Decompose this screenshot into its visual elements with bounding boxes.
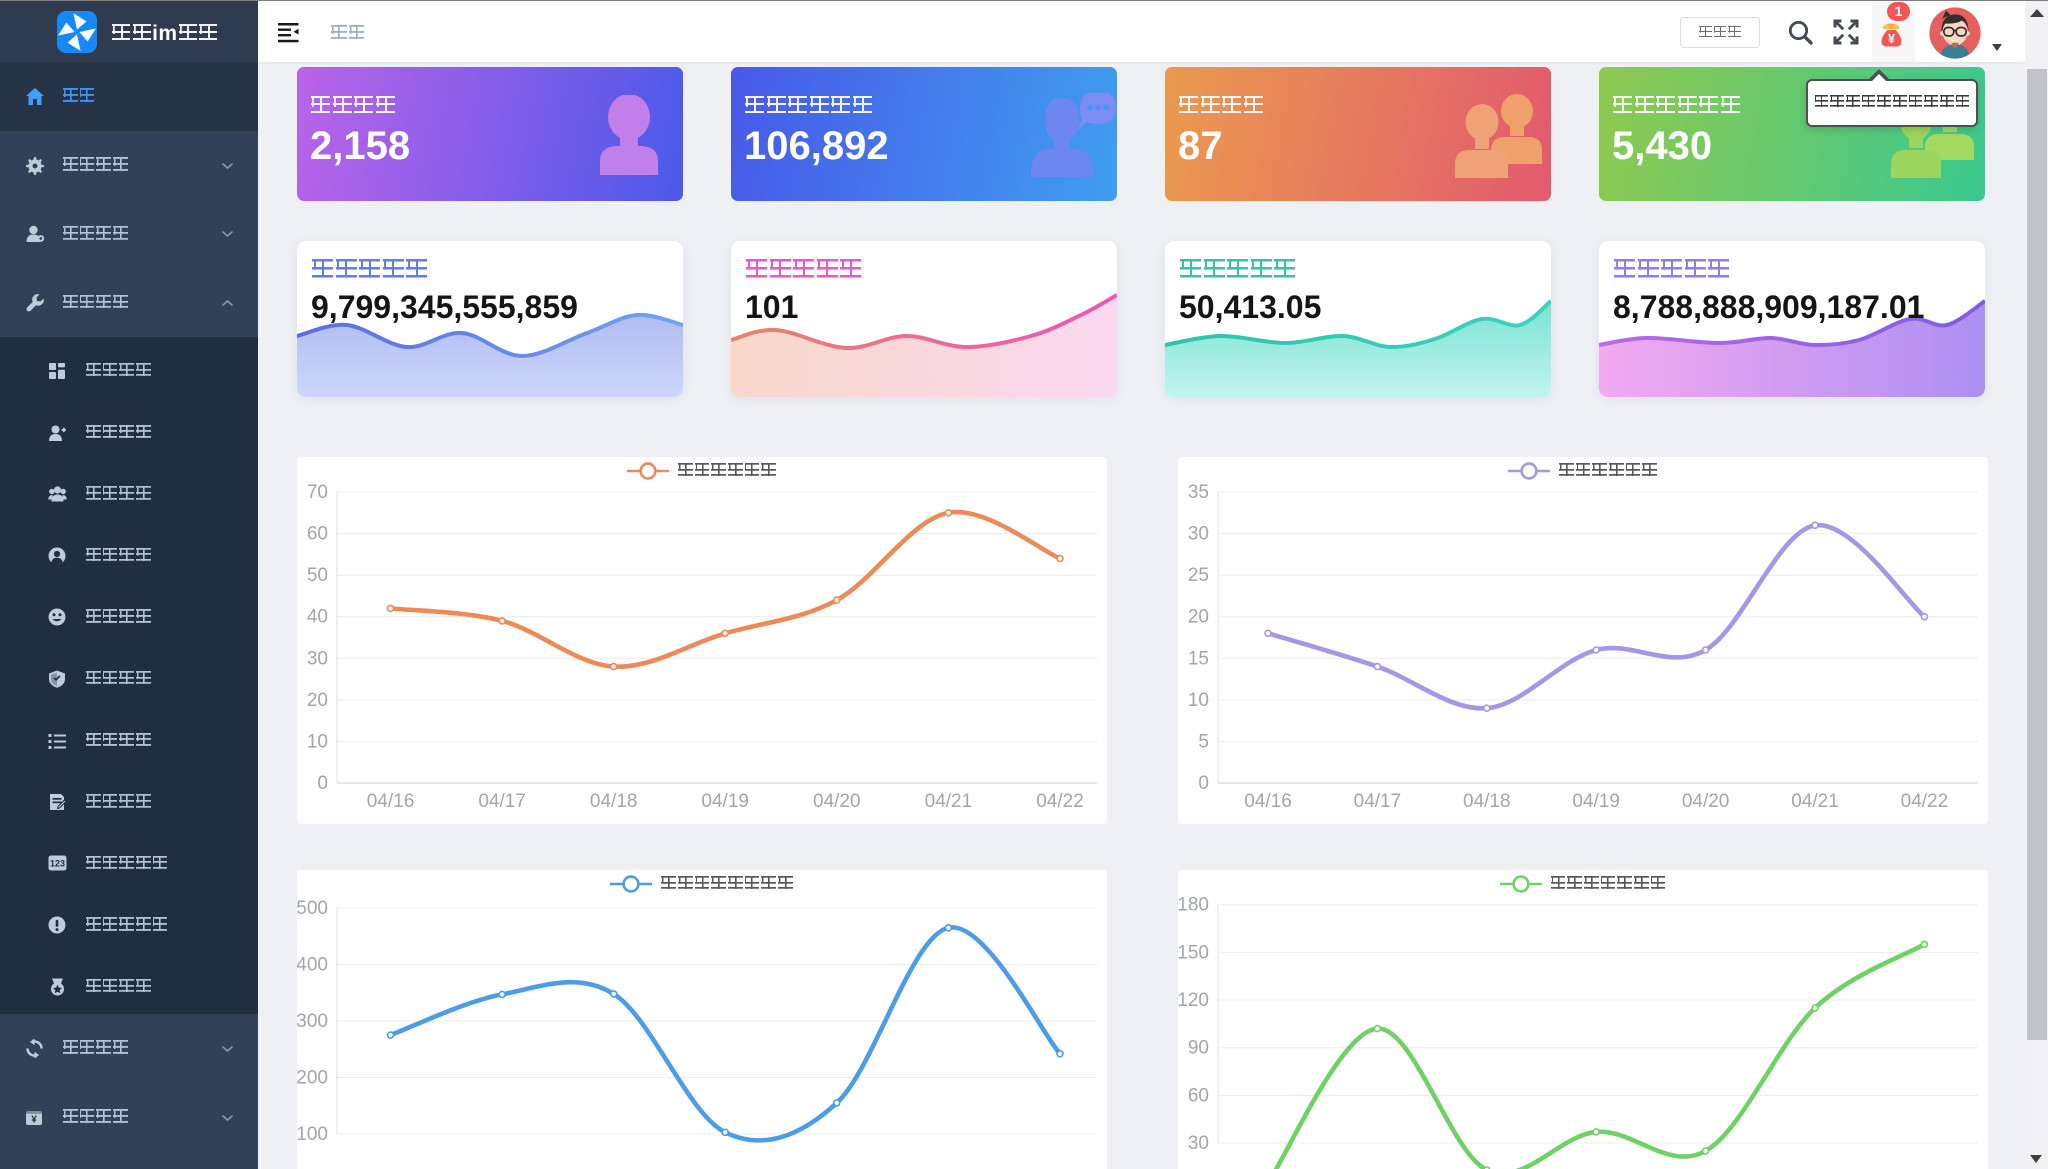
- svg-text:04/18: 04/18: [590, 791, 638, 812]
- svg-text:0: 0: [1198, 773, 1209, 794]
- svg-text:04/17: 04/17: [478, 791, 526, 812]
- svg-text:04/22: 04/22: [1901, 791, 1949, 812]
- svg-text:04/19: 04/19: [701, 791, 749, 812]
- svg-text:400: 400: [297, 955, 328, 976]
- svg-text:04/22: 04/22: [1036, 791, 1084, 812]
- svg-text:0: 0: [317, 773, 328, 794]
- svg-text:04/20: 04/20: [813, 791, 861, 812]
- svg-text:180: 180: [1178, 895, 1209, 916]
- svg-text:300: 300: [297, 1011, 328, 1032]
- svg-text:04/21: 04/21: [1791, 791, 1839, 812]
- svg-text:200: 200: [297, 1068, 328, 1089]
- svg-text:50: 50: [307, 565, 328, 586]
- svg-text:500: 500: [297, 898, 328, 919]
- svg-text:30: 30: [307, 648, 328, 669]
- svg-text:10: 10: [1188, 690, 1209, 711]
- svg-text:10: 10: [307, 731, 328, 752]
- svg-text:20: 20: [307, 690, 328, 711]
- svg-text:123: 123: [50, 858, 65, 868]
- svg-text:04/16: 04/16: [1244, 791, 1292, 812]
- svg-text:¥: ¥: [31, 1114, 37, 1125]
- svg-text:70: 70: [307, 482, 328, 503]
- svg-text:04/17: 04/17: [1354, 791, 1402, 812]
- svg-text:5: 5: [1198, 731, 1209, 752]
- svg-text:04/18: 04/18: [1463, 791, 1511, 812]
- svg-text:60: 60: [1188, 1085, 1209, 1106]
- svg-text:120: 120: [1178, 990, 1209, 1011]
- svg-text:15: 15: [1188, 648, 1209, 669]
- svg-text:30: 30: [1188, 1133, 1209, 1154]
- svg-text:35: 35: [1188, 482, 1209, 503]
- svg-text:150: 150: [1178, 942, 1209, 963]
- svg-text:90: 90: [1188, 1038, 1209, 1059]
- svg-text:20: 20: [1188, 607, 1209, 628]
- svg-text:04/19: 04/19: [1572, 791, 1620, 812]
- svg-text:04/20: 04/20: [1682, 791, 1730, 812]
- svg-text:25: 25: [1188, 565, 1209, 586]
- svg-text:100: 100: [297, 1124, 328, 1145]
- svg-text:30: 30: [1188, 524, 1209, 545]
- svg-text:40: 40: [307, 607, 328, 628]
- svg-text:04/21: 04/21: [925, 791, 973, 812]
- svg-text:¥: ¥: [1888, 31, 1896, 46]
- svg-text:60: 60: [307, 524, 328, 545]
- svg-text:04/16: 04/16: [367, 791, 415, 812]
